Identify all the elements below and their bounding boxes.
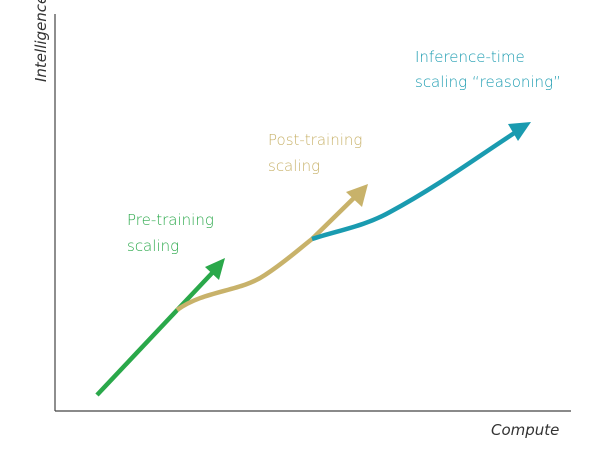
post-training-arrow (175, 192, 360, 312)
curve-label: scaling “reasoning” (415, 73, 561, 91)
arrowhead (346, 184, 368, 207)
inference-time-arrow (311, 128, 521, 242)
y-axis-label: Intelligence (32, 0, 50, 82)
curve-label: Post-training (268, 131, 362, 149)
curve-label: Inference-time (415, 48, 525, 66)
curve-label: scaling (127, 237, 179, 255)
pre-training-arrow (95, 269, 216, 397)
arrowhead (508, 122, 531, 141)
curve-label: scaling (268, 157, 320, 175)
curve-label: Pre-training (127, 211, 214, 229)
x-axis-label: Compute (491, 421, 559, 439)
arrowhead (205, 258, 225, 280)
